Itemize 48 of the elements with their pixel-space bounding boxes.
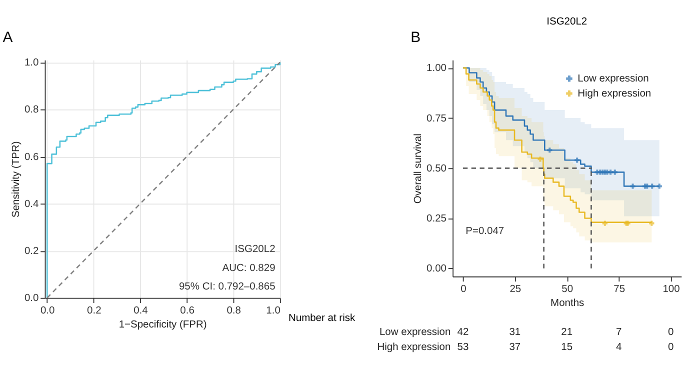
text: B — [410, 29, 421, 46]
text: 4 — [616, 342, 622, 354]
x-tick-label: 0.4 — [134, 305, 148, 316]
x-tick-label: 25 — [510, 284, 522, 295]
chart-title: ISG20L2 — [546, 16, 588, 28]
y-tick-label: 0.0 — [24, 293, 40, 304]
text: 21 — [561, 327, 573, 338]
annotation: P=0.047 — [466, 226, 504, 237]
y-tick-label: 0.4 — [24, 198, 40, 210]
text: 53 — [457, 342, 469, 354]
x-tick-label: 0 — [460, 284, 467, 295]
text: Number at risk — [288, 313, 356, 324]
x-tick-label: 0.2 — [87, 305, 102, 316]
legend-label: Low expression — [578, 73, 650, 84]
y-tick-label: 1.00 — [426, 63, 447, 74]
text: 0 — [668, 327, 674, 338]
y-tick-label: 0.50 — [426, 163, 447, 174]
annotation: AUC: 0.829 — [222, 262, 276, 274]
text: 31 — [509, 327, 521, 338]
x-tick-label: 75 — [614, 284, 626, 295]
annotation: 95% CI: 0.792–0.865 — [178, 281, 276, 292]
y-tick-label: 1.0 — [24, 58, 40, 69]
x-axis-title: 1−Specificity (FPR) — [118, 319, 207, 330]
x-tick-label: 0.0 — [40, 305, 56, 316]
y-tick-label: 0.6 — [24, 152, 40, 163]
x-tick-label: 50 — [562, 284, 574, 295]
y-tick-label: 0.00 — [426, 264, 447, 275]
text: High expression — [377, 342, 452, 354]
x-tick-label: 1.0 — [266, 305, 281, 316]
x-tick-label: 0.6 — [180, 305, 195, 316]
text: 37 — [509, 342, 521, 354]
x-axis-title: Months — [550, 298, 584, 309]
annotation: ISG20L2 — [234, 244, 276, 256]
text: Low expression — [379, 327, 451, 338]
text: A — [2, 29, 13, 46]
x-tick-label: 100 — [662, 284, 680, 295]
text: 15 — [561, 342, 573, 354]
legend-label: High expression — [578, 88, 652, 100]
y-axis-title: Sensitivity (TPR) — [10, 141, 22, 218]
text: 7 — [616, 327, 622, 338]
x-tick-label: 0.8 — [226, 305, 242, 316]
text: 0 — [668, 342, 674, 354]
y-tick-label: 0.75 — [426, 113, 447, 124]
y-axis-title: Overall survival — [412, 134, 424, 204]
y-tick-label: 0.25 — [426, 214, 447, 225]
y-tick-label: 0.2 — [24, 246, 40, 258]
text: 42 — [457, 327, 469, 338]
y-tick-label: 0.8 — [24, 104, 40, 116]
